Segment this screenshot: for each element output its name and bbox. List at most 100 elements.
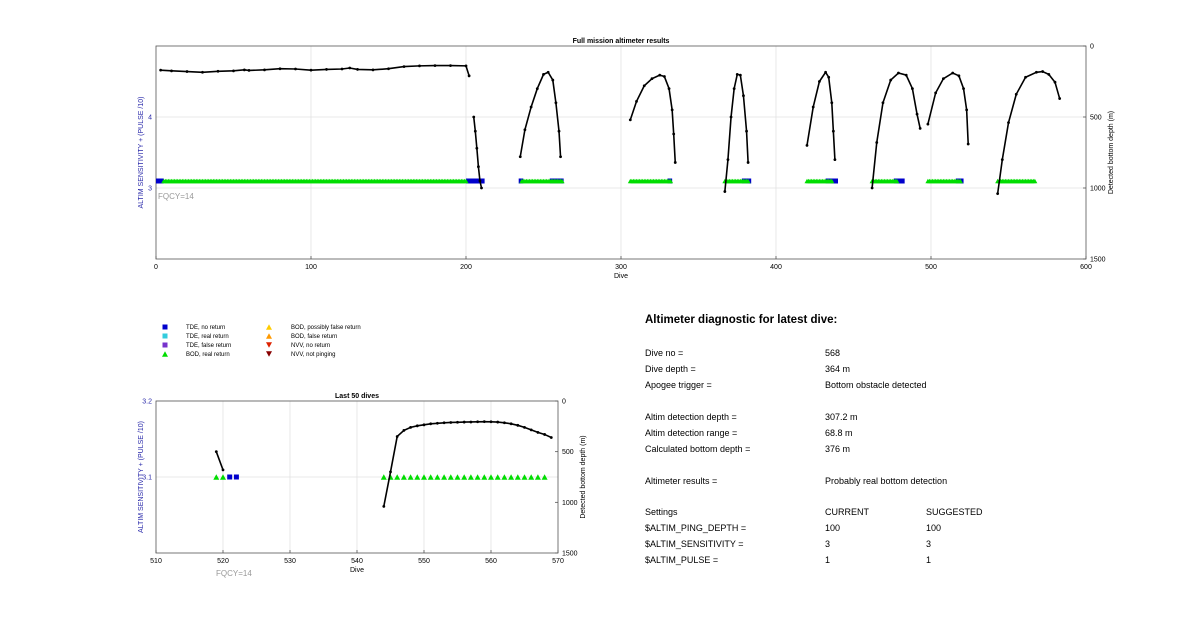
bottom-depth-line bbox=[996, 70, 1061, 194]
bottom-depth-point bbox=[805, 144, 809, 147]
legend-label: BOD, possibly false return bbox=[291, 325, 361, 331]
bod-real-return-marker bbox=[488, 474, 494, 480]
bottom-depth-point bbox=[746, 161, 750, 164]
bottom-depth-line bbox=[472, 116, 483, 189]
bottom-depth-point bbox=[726, 158, 730, 162]
bottom-depth-point bbox=[942, 77, 945, 81]
bottom-depth-point bbox=[415, 424, 419, 428]
bottom-depth-point bbox=[418, 64, 421, 68]
settings-label: Settings bbox=[645, 507, 678, 517]
bod-real-return-marker bbox=[447, 474, 454, 480]
detection-depth-label: Altim detection depth = bbox=[645, 412, 737, 422]
bottom-depth-point bbox=[1053, 80, 1057, 84]
bottom-depth-point bbox=[635, 99, 638, 103]
bottom-depth-point bbox=[1014, 92, 1018, 96]
bottom-depth-point bbox=[389, 470, 392, 474]
y-right-tick-label: 1000 bbox=[1090, 186, 1106, 193]
bod-real-return-marker bbox=[461, 474, 468, 480]
bottom-depth-point bbox=[965, 108, 969, 112]
bottom-depth-point bbox=[523, 128, 527, 132]
bod-real-return-marker bbox=[534, 474, 541, 480]
tde-no-return-marker bbox=[893, 178, 905, 184]
x-axis-label: Dive bbox=[350, 567, 364, 574]
bottom-depth-point bbox=[738, 73, 742, 77]
bottom-depth-point bbox=[650, 77, 654, 81]
bottom-depth-point bbox=[962, 87, 965, 90]
bottom-depth-point bbox=[830, 101, 834, 105]
y-right-tick-label: 1000 bbox=[562, 500, 578, 507]
diagnostic-title: Altimeter diagnostic for latest dive: bbox=[645, 314, 838, 326]
y-left-tick-label: 3 bbox=[148, 186, 152, 193]
bottom-depth-point bbox=[429, 422, 433, 426]
bod-real-return-marker bbox=[957, 178, 963, 184]
legend-marker-triangle bbox=[266, 324, 272, 330]
bod-real-return-marker bbox=[394, 474, 401, 480]
bottom-depth-point bbox=[667, 87, 671, 90]
bottom-depth-line bbox=[724, 73, 749, 192]
bottom-depth-point bbox=[348, 66, 352, 70]
bod-real-return-marker bbox=[474, 474, 481, 480]
bottom-depth-point bbox=[554, 101, 558, 105]
apogee-value: Bottom obstacle detected bbox=[825, 380, 927, 390]
bottom-depth-point bbox=[732, 87, 736, 90]
bottom-depth-point bbox=[1024, 75, 1027, 79]
legend-label: BOD, false return bbox=[291, 334, 337, 340]
bottom-depth-point bbox=[1007, 121, 1010, 125]
x-tick-label: 540 bbox=[351, 558, 363, 565]
bottom-depth-point bbox=[442, 421, 446, 425]
bottom-depth-point bbox=[966, 142, 970, 146]
bod-real-return-marker bbox=[421, 474, 427, 480]
bottom-depth-point bbox=[672, 132, 676, 136]
dive-depth-label: Dive depth = bbox=[645, 364, 696, 374]
bottom-depth-point bbox=[529, 428, 533, 432]
bottom-depth-point bbox=[881, 101, 885, 105]
bottom-depth-point bbox=[535, 87, 539, 90]
bod-real-return-marker bbox=[559, 178, 565, 184]
bottom-depth-point bbox=[170, 69, 173, 73]
bottom-depth-point bbox=[658, 73, 662, 77]
bottom-depth-point bbox=[934, 91, 938, 95]
bottom-depth-point bbox=[628, 118, 632, 122]
y-right-tick-label: 500 bbox=[1090, 115, 1102, 122]
legend-marker-triangle bbox=[266, 351, 272, 357]
legend-marker-square bbox=[162, 342, 168, 348]
bottom-depth-point bbox=[546, 70, 550, 74]
bottom-depth-point bbox=[818, 80, 821, 83]
setting-suggested: 1 bbox=[926, 555, 932, 565]
bod-real-return-marker bbox=[541, 474, 548, 480]
bod-real-return-marker bbox=[427, 474, 434, 480]
bottom-depth-point bbox=[294, 67, 297, 71]
bottom-depth-point bbox=[221, 468, 225, 472]
bottom-depth-point bbox=[516, 423, 520, 427]
bottom-depth-point bbox=[436, 421, 439, 425]
legend-marker-triangle bbox=[266, 342, 272, 348]
bottom-depth-point bbox=[918, 126, 922, 130]
dive-no-label: Dive no = bbox=[645, 348, 684, 358]
bottom-depth-point bbox=[827, 75, 831, 79]
bottom-depth-point bbox=[480, 186, 483, 190]
bottom-depth-point bbox=[957, 74, 961, 78]
legend-marker-square bbox=[162, 324, 168, 330]
altimeter-results-value: Probably real bottom detection bbox=[825, 476, 948, 486]
x-tick-label: 530 bbox=[284, 558, 296, 565]
legend-label: BOD, real return bbox=[186, 352, 230, 358]
bottom-depth-point bbox=[473, 129, 477, 133]
bod-real-return-marker bbox=[494, 474, 501, 480]
bottom-depth-point bbox=[422, 423, 426, 427]
bottom-depth-point bbox=[496, 420, 500, 424]
bottom-depth-point bbox=[464, 64, 468, 68]
x-tick-label: 520 bbox=[217, 558, 229, 565]
calculated-depth-value: 376 m bbox=[825, 444, 851, 454]
y-left-axis-label: ALTIM SENSITIVITY + (PULSE /10) bbox=[138, 97, 145, 209]
legend-marker-triangle bbox=[162, 351, 168, 357]
detection-range-label: Altim detection range = bbox=[645, 428, 738, 438]
bottom-depth-point bbox=[475, 146, 479, 150]
bottom-depth-point bbox=[824, 70, 827, 74]
x-tick-label: 600 bbox=[1080, 264, 1092, 271]
bod-real-return-marker bbox=[400, 474, 407, 480]
y-right-tick-label: 0 bbox=[1090, 44, 1094, 51]
tde-no-return-marker bbox=[156, 178, 164, 184]
x-tick-label: 510 bbox=[150, 558, 162, 565]
bottom-depth-point bbox=[911, 87, 914, 90]
y-right-axis-label: Detected bottom depth (m) bbox=[1108, 111, 1115, 194]
